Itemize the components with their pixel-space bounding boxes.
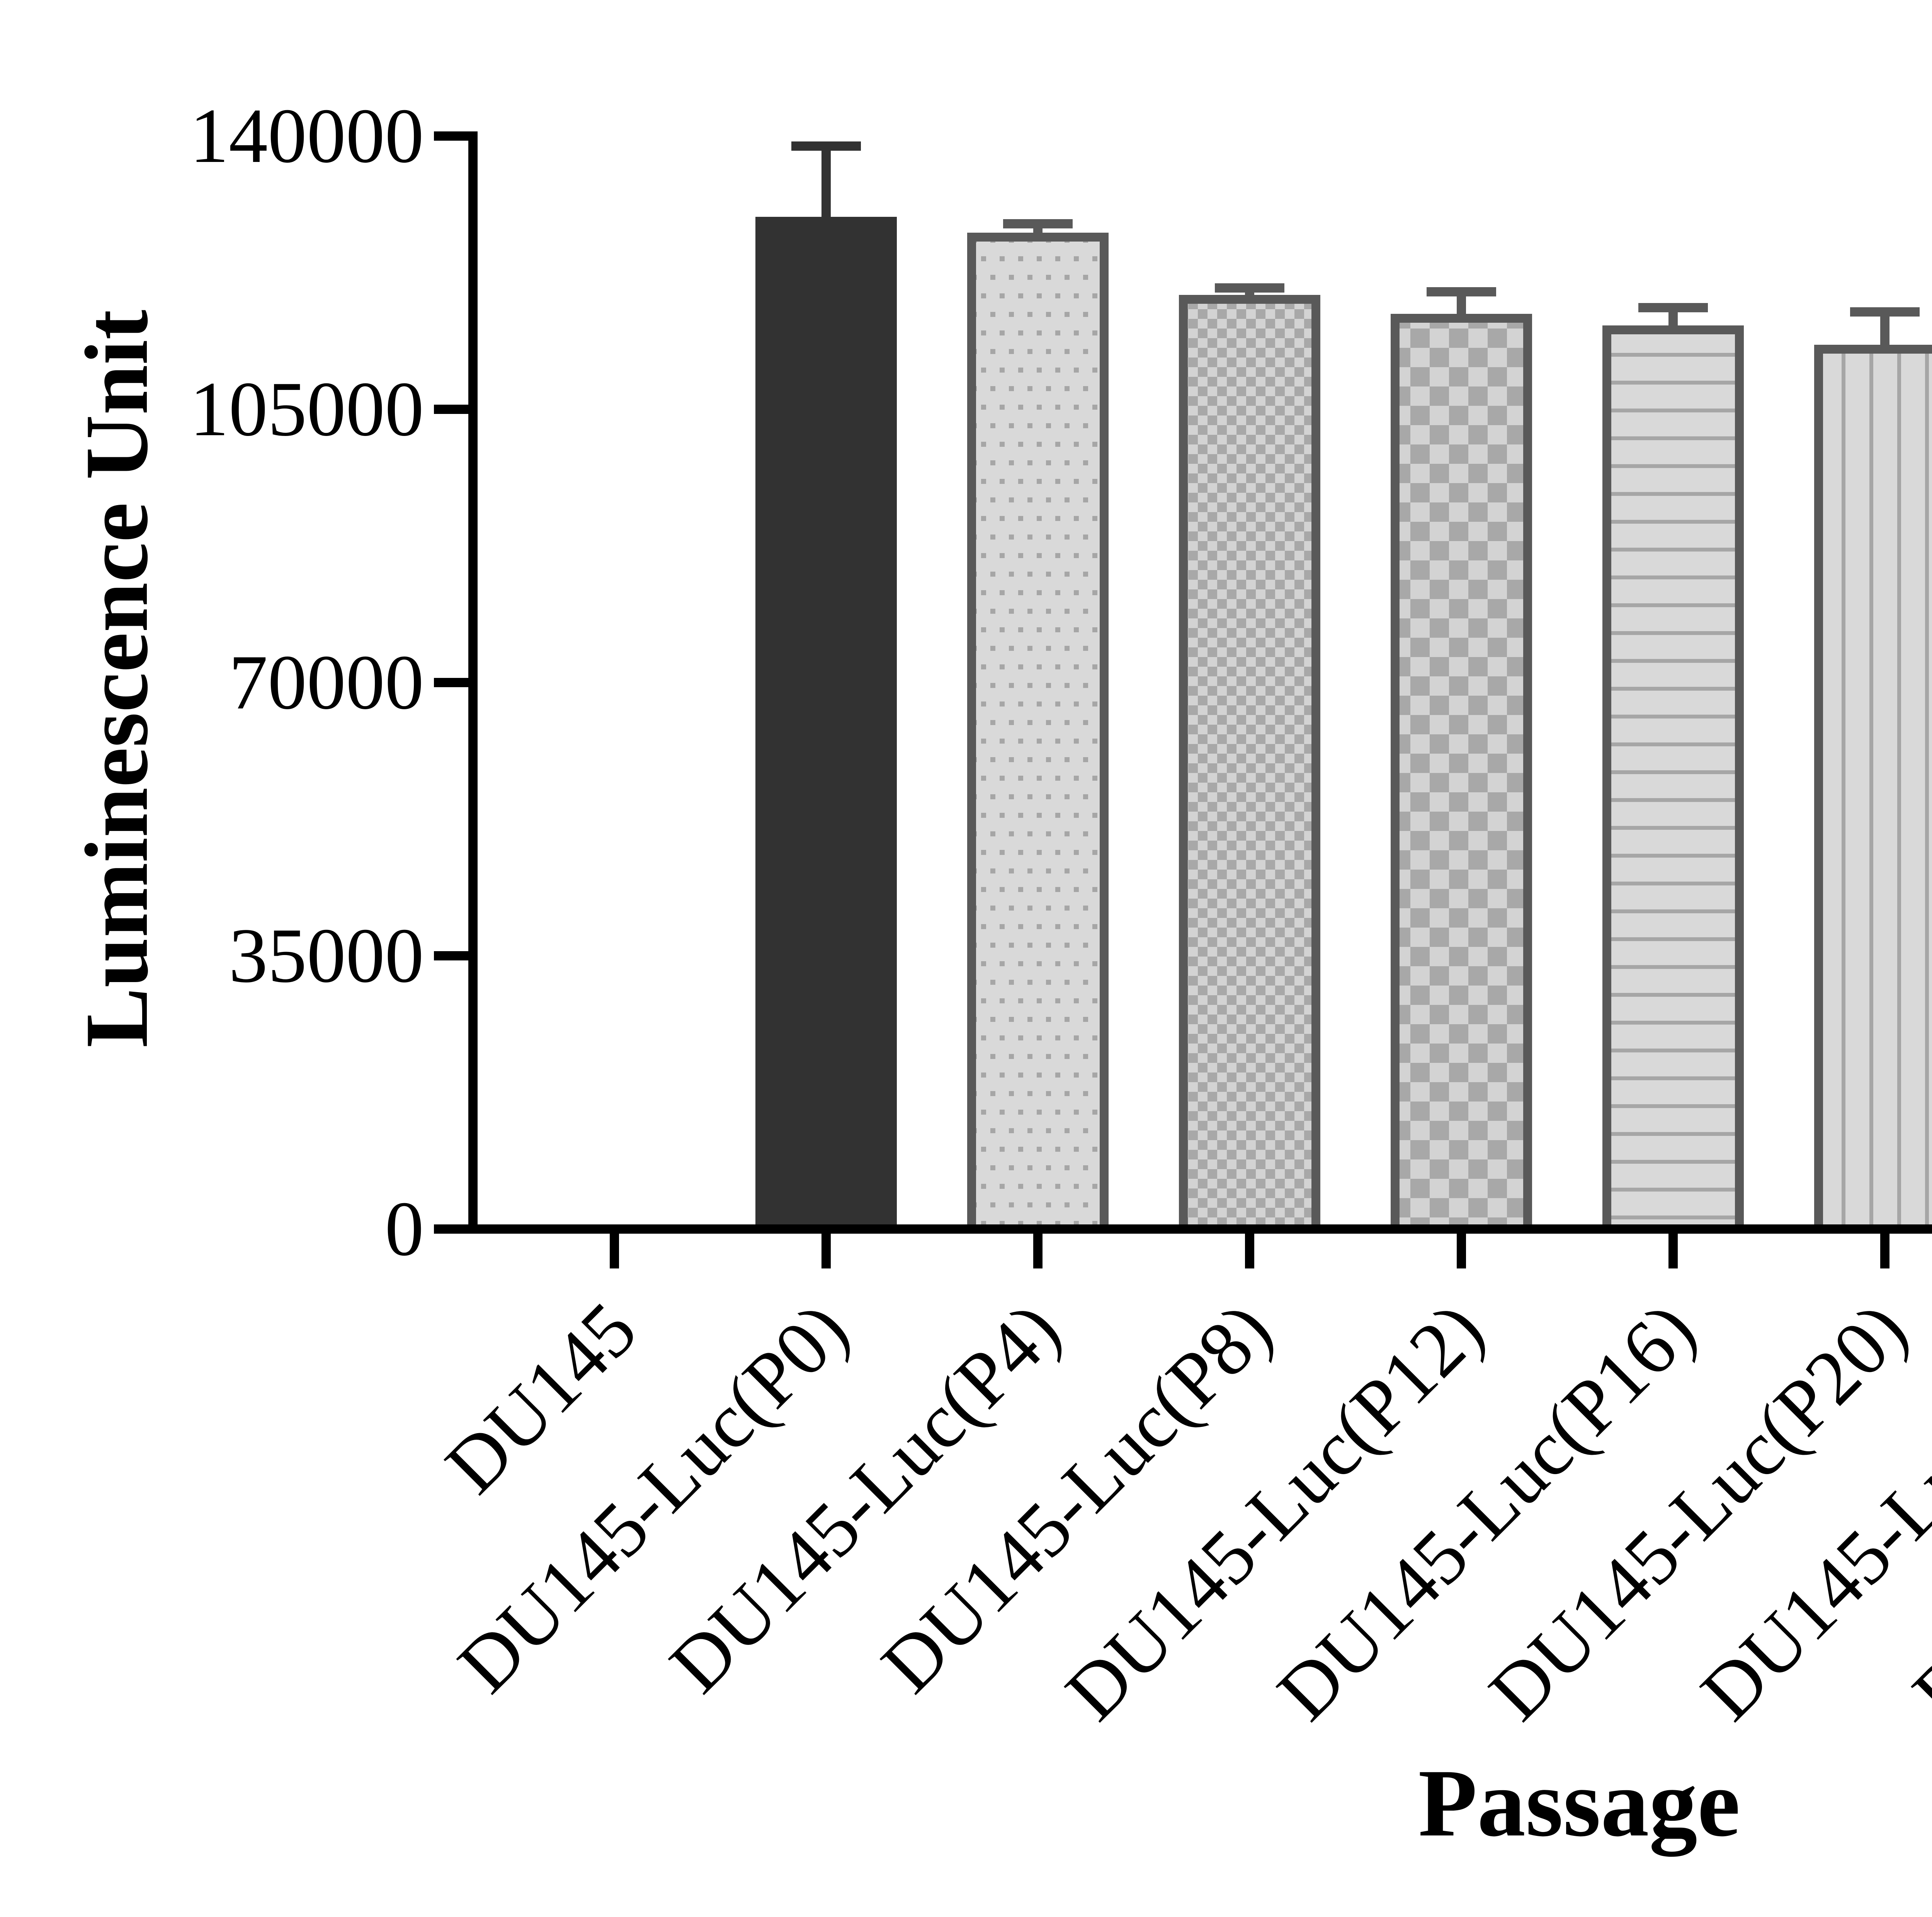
- svg-text:140000: 140000: [190, 92, 424, 179]
- svg-text:0: 0: [385, 1185, 424, 1272]
- svg-text:70000: 70000: [229, 639, 424, 725]
- svg-text:105000: 105000: [190, 366, 424, 452]
- svg-text:Passage: Passage: [1418, 1750, 1740, 1857]
- svg-text:Luminescence Unit: Luminescence Unit: [67, 310, 167, 1047]
- svg-text:35000: 35000: [229, 912, 424, 999]
